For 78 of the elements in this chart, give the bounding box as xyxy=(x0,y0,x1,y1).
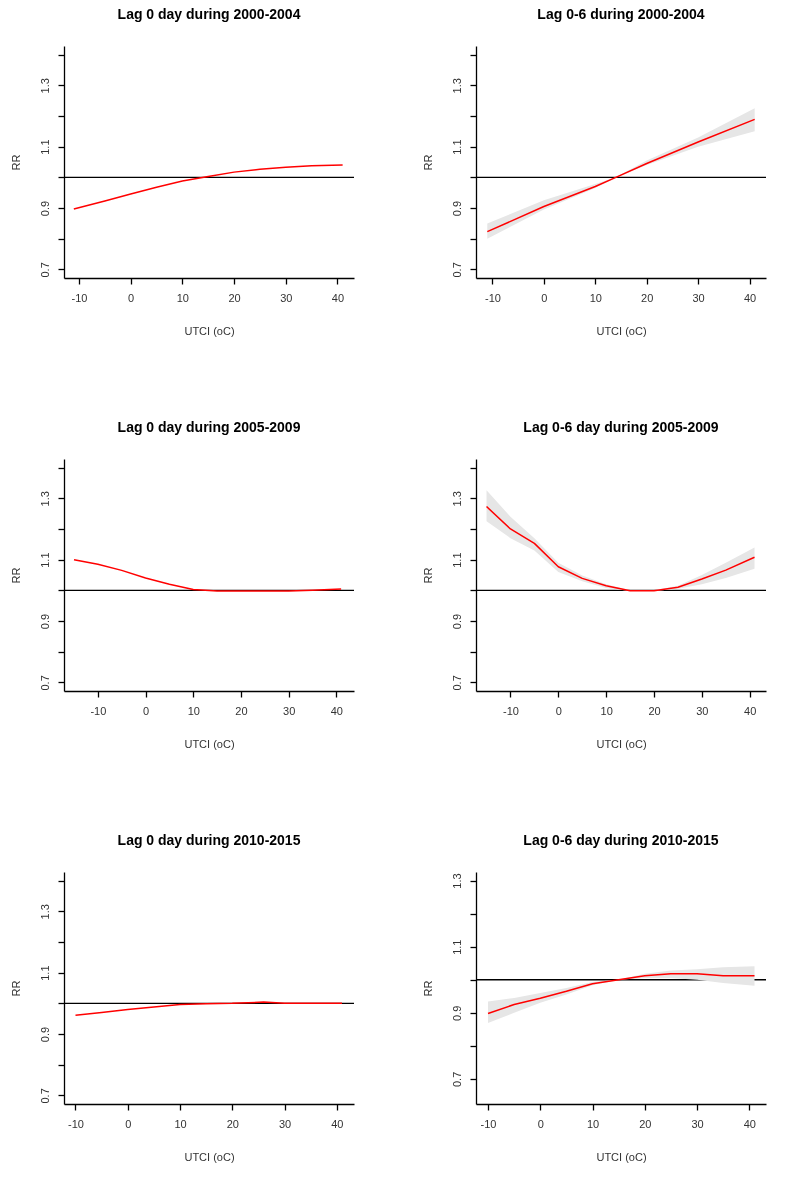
x-tick-label: 30 xyxy=(283,704,296,717)
x-tick-label: 10 xyxy=(174,1117,187,1130)
x-tick-label: 0 xyxy=(125,1117,132,1130)
y-axis-title: RR xyxy=(421,980,434,997)
x-tick-label: 40 xyxy=(743,291,757,304)
y-tick-label: 0.7 xyxy=(38,1088,51,1104)
y-tick-label: 0.9 xyxy=(450,200,463,217)
y-tick-label: 0.9 xyxy=(450,613,463,630)
x-tick-label: 0 xyxy=(143,704,150,717)
x-axis-title: UTCI (oC) xyxy=(184,737,235,750)
y-tick-label: 0.7 xyxy=(450,1071,463,1088)
y-axis-title: RR xyxy=(421,154,434,171)
x-tick-label: 40 xyxy=(331,1117,344,1130)
y-tick-label: 1.3 xyxy=(38,78,51,94)
y-tick-label: 1.1 xyxy=(38,552,51,568)
x-tick-label: 40 xyxy=(330,704,343,717)
x-tick-label: 10 xyxy=(187,704,200,717)
y-tick-label: 1.3 xyxy=(38,904,51,920)
y-tick-label: 1.3 xyxy=(450,491,463,507)
x-axis-title: UTCI (oC) xyxy=(184,324,235,337)
y-tick-label: 1.3 xyxy=(38,491,51,507)
y-tick-label: 0.9 xyxy=(38,613,51,630)
x-tick-label: 40 xyxy=(744,704,757,717)
x-tick-label: 20 xyxy=(648,704,661,717)
y-tick-label: 0.7 xyxy=(38,675,51,691)
y-tick-label: 0.9 xyxy=(450,1005,463,1021)
x-axis-title: UTCI (oC) xyxy=(596,1150,647,1163)
y-axis-title: RR xyxy=(9,567,22,584)
x-axis-title: UTCI (oC) xyxy=(184,1150,235,1163)
chart-title: Lag 0-6 during 2000-2004 xyxy=(537,6,705,22)
x-tick-label: -10 xyxy=(503,704,519,717)
y-tick-label: 0.9 xyxy=(38,200,51,217)
x-tick-label: 10 xyxy=(600,704,613,717)
y-axis-title: RR xyxy=(9,980,22,997)
x-tick-label: -10 xyxy=(485,291,501,304)
x-tick-label: 0 xyxy=(537,1117,544,1130)
x-tick-label: 30 xyxy=(278,1117,292,1130)
x-tick-label: 30 xyxy=(280,291,293,304)
y-tick-label: 1.1 xyxy=(450,139,463,155)
x-tick-label: -10 xyxy=(90,704,107,717)
y-tick-label: 1.1 xyxy=(450,939,463,955)
y-tick-label: 0.7 xyxy=(450,262,463,278)
x-tick-label: 10 xyxy=(176,291,189,304)
x-tick-label: 10 xyxy=(589,291,602,304)
chart-title: Lag 0 day during 2005-2009 xyxy=(117,419,301,435)
x-tick-label: 30 xyxy=(696,704,709,717)
x-tick-label: 40 xyxy=(331,291,345,304)
x-tick-label: 30 xyxy=(691,1117,704,1130)
x-tick-label: 20 xyxy=(226,1117,239,1130)
y-tick-label: 1.3 xyxy=(450,78,463,94)
x-tick-label: 0 xyxy=(128,291,135,304)
chart-title: Lag 0 day during 2000-2004 xyxy=(117,6,301,22)
x-tick-label: 10 xyxy=(586,1117,600,1130)
x-tick-label: 40 xyxy=(743,1117,756,1130)
chart-title: Lag 0-6 day during 2010-2015 xyxy=(523,832,719,848)
x-tick-label: 0 xyxy=(541,291,548,304)
x-tick-label: -10 xyxy=(480,1117,497,1130)
x-tick-label: 20 xyxy=(235,704,248,717)
chart-title: Lag 0-6 day during 2005-2009 xyxy=(523,419,719,435)
y-tick-label: 1.3 xyxy=(450,873,463,889)
y-axis-title: RR xyxy=(421,567,434,584)
x-axis-title: UTCI (oC) xyxy=(596,324,647,337)
y-tick-label: 1.1 xyxy=(38,139,51,155)
x-tick-label: 20 xyxy=(641,291,654,304)
y-tick-label: 1.1 xyxy=(450,552,463,568)
x-tick-label: 30 xyxy=(692,291,705,304)
chart-title: Lag 0 day during 2010-2015 xyxy=(117,832,301,848)
x-axis-title: UTCI (oC) xyxy=(596,737,647,750)
y-axis-title: RR xyxy=(9,154,22,171)
x-tick-label: -10 xyxy=(71,291,88,304)
y-tick-label: 0.7 xyxy=(450,675,463,691)
y-tick-label: 0.9 xyxy=(38,1026,51,1043)
x-tick-label: 20 xyxy=(228,291,241,304)
y-tick-label: 1.1 xyxy=(38,965,51,981)
y-tick-label: 0.7 xyxy=(38,262,51,278)
x-tick-label: 20 xyxy=(639,1117,652,1130)
x-tick-label: -10 xyxy=(68,1117,84,1130)
x-tick-label: 0 xyxy=(555,704,562,717)
